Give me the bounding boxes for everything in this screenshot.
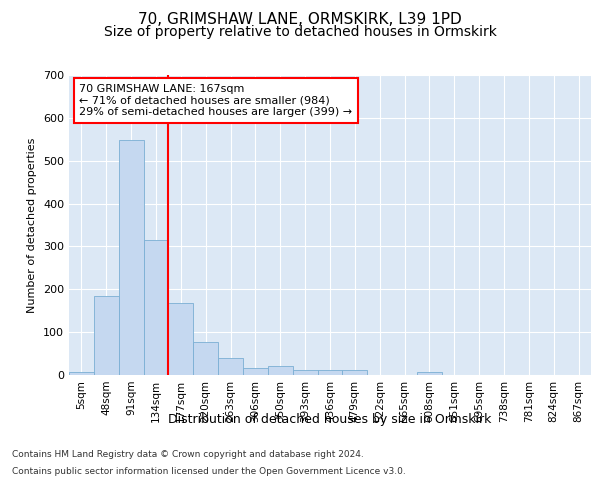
Bar: [417, 372, 442, 375]
Bar: [169, 303, 193, 375]
Y-axis label: Number of detached properties: Number of detached properties: [28, 138, 37, 312]
Bar: [293, 370, 317, 375]
Bar: [218, 358, 243, 375]
Bar: [119, 140, 143, 375]
Bar: [69, 372, 94, 375]
Text: 70, GRIMSHAW LANE, ORMSKIRK, L39 1PD: 70, GRIMSHAW LANE, ORMSKIRK, L39 1PD: [138, 12, 462, 28]
Text: 70 GRIMSHAW LANE: 167sqm
← 71% of detached houses are smaller (984)
29% of semi-: 70 GRIMSHAW LANE: 167sqm ← 71% of detach…: [79, 84, 353, 117]
Bar: [343, 370, 367, 375]
Bar: [268, 366, 293, 375]
Text: Size of property relative to detached houses in Ormskirk: Size of property relative to detached ho…: [104, 25, 496, 39]
Bar: [193, 342, 218, 375]
Bar: [317, 370, 343, 375]
Bar: [143, 240, 169, 375]
Text: Distribution of detached houses by size in Ormskirk: Distribution of detached houses by size …: [169, 412, 491, 426]
Text: Contains public sector information licensed under the Open Government Licence v3: Contains public sector information licen…: [12, 468, 406, 476]
Bar: [243, 368, 268, 375]
Text: Contains HM Land Registry data © Crown copyright and database right 2024.: Contains HM Land Registry data © Crown c…: [12, 450, 364, 459]
Bar: [94, 296, 119, 375]
